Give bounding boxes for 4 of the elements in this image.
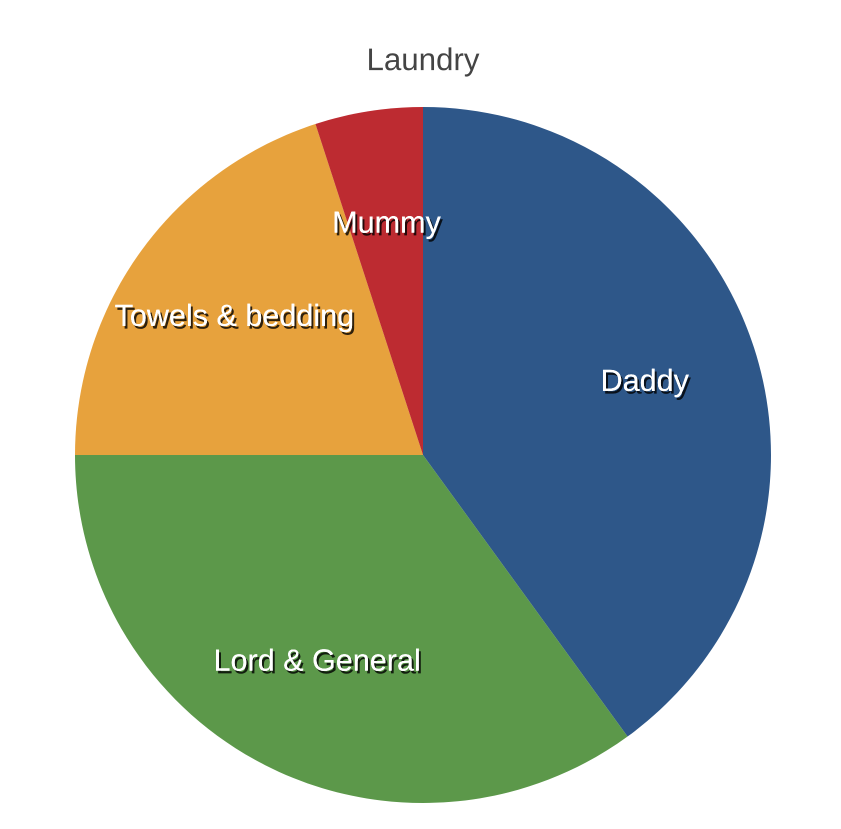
slice-label: Daddy: [603, 368, 691, 400]
slice-label: Lord & General: [216, 648, 421, 674]
slice-label: Towels & bedding: [115, 304, 354, 335]
chart-title: Laundry: [369, 47, 480, 77]
